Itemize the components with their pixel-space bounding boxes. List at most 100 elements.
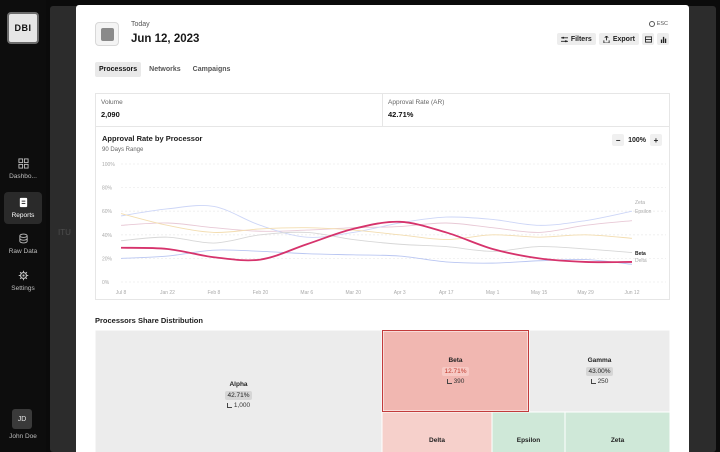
series-end-label-zeta: Zeta [635, 200, 645, 206]
treemap-cell-alpha[interactable]: Alpha 42.71% 1,000 [95, 330, 382, 452]
series-line-alpha [120, 231, 633, 253]
zoom-out-button[interactable]: − [612, 134, 625, 146]
table-view-button[interactable] [642, 33, 654, 45]
filter-icon [560, 36, 568, 42]
approval-rate-chart: Approval Rate by Processor 90 Days Range… [95, 127, 670, 300]
tab-campaigns[interactable]: Campaigns [192, 66, 231, 73]
count-chart-icon [446, 379, 452, 384]
line-chart-plot: 100% 80% 60% 40% 20% 0% Jul 8 Jan 22 Feb 8 Feb 20… [102, 162, 666, 296]
series-line-zeta [120, 213, 633, 240]
sidebar: DBI Dashbo... Reports Raw Data Settings … [0, 0, 46, 452]
x-tick-label: Mar 6 [300, 290, 313, 296]
chart-title: Approval Rate by Processor [102, 134, 203, 143]
count-chart-icon [226, 403, 232, 408]
nav-raw-data-label: Raw Data [8, 248, 38, 255]
cell-count-value: 1,000 [233, 402, 251, 409]
nav-raw-data[interactable]: Raw Data [4, 233, 42, 255]
cell-count-value: 250 [597, 378, 609, 385]
metric-volume-label: Volume [101, 99, 123, 106]
tab-processors[interactable]: Processors [95, 62, 142, 77]
x-tick-label: May 1 [486, 290, 500, 296]
x-tick-label: Apr 17 [439, 290, 454, 296]
x-tick-label: Feb 20 [253, 290, 269, 296]
database-icon [18, 233, 28, 244]
close-icon [648, 21, 655, 27]
zoom-level: 100% [628, 136, 646, 144]
gear-icon [18, 270, 28, 281]
export-button[interactable]: Export [598, 33, 639, 45]
nav-reports-label: Reports [11, 212, 35, 219]
modal-toolbar: Filters Export [556, 33, 669, 45]
cell-name: Delta [429, 437, 445, 444]
esc-close-button[interactable]: ESC [648, 21, 668, 27]
metric-volume: Volume 2,090 [96, 94, 382, 126]
metrics-row: Volume 2,090 Approval Rate (AR) 42.71% [95, 93, 670, 127]
report-modal: Today Jun 12, 2023 ESC Filters Export Pr… [76, 5, 689, 452]
y-tick-label: 80% [102, 186, 113, 192]
x-tick-label: May 29 [577, 290, 594, 296]
x-tick-label: Jan 22 [160, 290, 175, 296]
metric-approval-rate: Approval Rate (AR) 42.71% [382, 94, 669, 126]
nav-settings-label: Settings [11, 285, 35, 292]
y-tick-label: 60% [102, 209, 113, 215]
background-text: ITU [58, 228, 71, 237]
treemap-cell-beta[interactable]: Beta 12.71% 390 [382, 330, 529, 412]
series-line-beta [120, 220, 633, 264]
treemap-cell-delta[interactable]: Delta [382, 412, 492, 452]
treemap-cell-zeta[interactable]: Zeta [565, 412, 670, 452]
zoom-controls: − 100% + [612, 134, 662, 146]
tab-networks[interactable]: Networks [149, 66, 181, 73]
user-name: John Doe [9, 433, 37, 440]
treemap-cell-gamma[interactable]: Gamma 43.00% 250 [529, 330, 670, 412]
report-thumbnail-icon [95, 22, 119, 46]
cell-percent: 12.71% [442, 367, 469, 376]
x-tick-label: May 15 [531, 290, 548, 296]
cell-name: Epsilon [516, 437, 541, 444]
series-line-epsilon [120, 220, 633, 233]
x-tick-label: Feb 8 [208, 290, 221, 296]
metric-approval-rate-value: 42.71% [388, 110, 414, 119]
app-logo[interactable]: DBI [7, 12, 39, 44]
nav-reports[interactable]: Reports [4, 192, 42, 224]
cell-count: 1,000 [226, 402, 251, 409]
metric-approval-rate-label: Approval Rate (AR) [388, 99, 445, 106]
cell-percent: 42.71% [225, 391, 252, 400]
series-end-label-beta: Beta [635, 251, 646, 257]
cell-count: 390 [446, 378, 464, 385]
series-end-label-delta: Delta [635, 258, 647, 264]
export-icon [603, 35, 610, 43]
cell-name: Beta [448, 357, 463, 364]
chart-view-button[interactable] [657, 33, 669, 45]
y-tick-label: 100% [102, 162, 115, 168]
cell-name: Gamma [587, 357, 612, 364]
grid-icon [17, 158, 29, 169]
y-tick-label: 0% [102, 280, 110, 286]
bar-chart-icon [660, 36, 666, 43]
cell-count: 250 [590, 378, 609, 385]
series-end-label-epsilon: Epsilon [635, 209, 652, 215]
count-chart-icon [590, 379, 596, 384]
metric-volume-value: 2,090 [101, 110, 120, 119]
nav-settings[interactable]: Settings [4, 270, 42, 292]
cell-name: Alpha [229, 381, 248, 388]
treemap-cell-epsilon[interactable]: Epsilon [492, 412, 565, 452]
x-tick-label: Jun 12 [624, 290, 639, 296]
cell-name: Zeta [610, 437, 625, 444]
series-line-delta [120, 249, 633, 265]
y-tick-label: 20% [102, 256, 113, 262]
nav-dashboard-label: Dashbo... [9, 173, 37, 180]
series-line-gamma [120, 205, 633, 238]
avatar[interactable]: JD [12, 409, 32, 429]
filters-label: Filters [570, 35, 592, 43]
chart-subtitle: 90 Days Range [102, 147, 144, 153]
cell-percent: 43.00% [586, 367, 613, 376]
y-tick-label: 40% [102, 233, 113, 239]
modal-date: Jun 12, 2023 [131, 33, 200, 45]
x-tick-label: Mar 20 [345, 290, 361, 296]
esc-label: ESC [656, 21, 668, 27]
x-tick-label: Jul 8 [116, 290, 127, 296]
filters-button[interactable]: Filters [556, 33, 596, 45]
nav-dashboard[interactable]: Dashbo... [4, 158, 42, 180]
distribution-title: Processors Share Distribution [95, 316, 203, 325]
zoom-in-button[interactable]: + [650, 134, 662, 146]
